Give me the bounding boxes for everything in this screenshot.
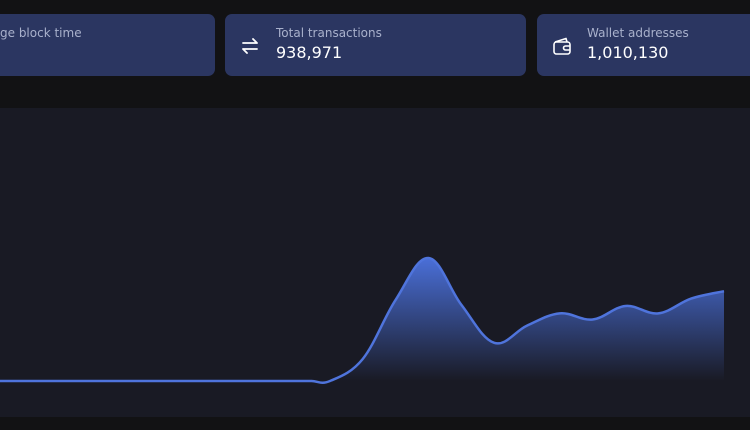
wallet-icon (553, 37, 571, 55)
series-line (0, 256, 725, 385)
area-chart (0, 256, 725, 385)
stat-value-transactions: 938,971 (276, 43, 343, 62)
stats-row: ge block time Total transactions 938,971… (0, 0, 750, 90)
chart-panel (0, 108, 750, 417)
area-fill (330, 257, 724, 381)
stat-label-wallets: Wallet addresses (587, 26, 689, 40)
stat-value-wallets: 1,010,130 (587, 43, 669, 62)
stat-label-transactions: Total transactions (276, 26, 382, 40)
stat-card-wallets (537, 14, 750, 76)
stat-card-transactions (225, 14, 526, 76)
transfer-arrows-icon (242, 38, 258, 54)
stat-label-block-time: ge block time (0, 26, 82, 40)
stat-card-block-time (0, 14, 215, 76)
